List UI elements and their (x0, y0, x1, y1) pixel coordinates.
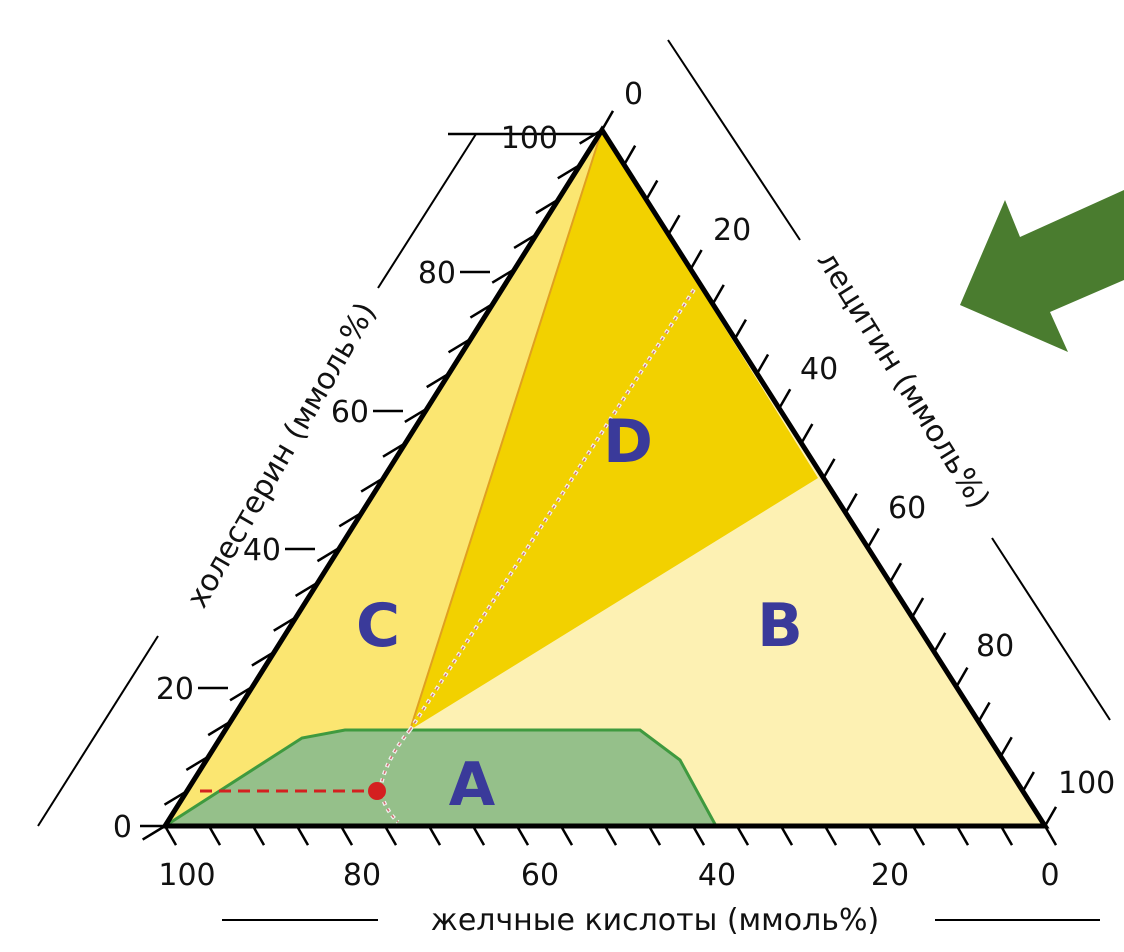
tick-mark (711, 284, 725, 305)
tick-mark (623, 145, 637, 166)
tick-mark (207, 720, 232, 737)
left-tick-label: 20 (156, 672, 194, 707)
tick-mark (645, 179, 659, 201)
tick-mark (557, 163, 581, 180)
tick-mark (427, 825, 442, 846)
right-tick-label: 20 (713, 213, 751, 248)
bottom-tick-label: 60 (521, 858, 559, 893)
left-tick-label: 60 (331, 395, 369, 430)
tick-mark (251, 825, 266, 846)
tick-mark (1021, 771, 1035, 792)
tick-mark (691, 825, 706, 846)
composition-marker (368, 782, 386, 800)
tick-mark (778, 388, 792, 410)
bottom-tick-label: 80 (343, 858, 381, 893)
tick-marks (141, 110, 1058, 846)
region-a-label: A (449, 750, 496, 820)
tick-mark (999, 736, 1013, 758)
tick-mark (383, 825, 398, 846)
tick-mark (360, 476, 385, 493)
arrow-icon (960, 190, 1124, 352)
tick-mark (515, 825, 530, 846)
left-tick-label: 80 (418, 256, 456, 291)
tick-mark (822, 458, 836, 479)
tick-mark (229, 685, 254, 702)
tick-mark (600, 110, 615, 131)
tick-mark (426, 372, 450, 389)
tick-mark (867, 825, 882, 846)
tick-mark (251, 650, 275, 667)
region-d-left-edge (409, 129, 603, 731)
tick-mark (207, 825, 222, 846)
bottom-axis: 100 80 60 40 20 0 желчные кислоты (ммоль… (158, 858, 1100, 938)
right-tick-label: 40 (800, 352, 838, 387)
tick-mark (491, 268, 516, 284)
tick-mark (911, 825, 926, 846)
bottom-tick-label: 20 (871, 858, 909, 893)
tick-mark (933, 632, 947, 653)
tick-mark (888, 562, 903, 584)
tick-mark (955, 825, 970, 846)
tick-mark (844, 493, 858, 514)
right-axis-bracket (667, 39, 801, 241)
tick-mark (382, 442, 406, 458)
left-tick-label: 40 (243, 533, 281, 568)
tick-mark (404, 407, 428, 423)
region-d-label: D (603, 407, 653, 477)
tick-mark (735, 825, 750, 846)
tick-mark (578, 128, 603, 145)
left-tick-label: 0 (113, 810, 132, 845)
tick-mark (163, 790, 188, 806)
tick-mark (755, 353, 770, 375)
bottom-axis-title: желчные кислоты (ммоль%) (431, 903, 879, 938)
tick-mark (338, 511, 363, 528)
tick-mark (141, 824, 166, 841)
tick-mark (823, 825, 838, 846)
right-tick-label: 0 (624, 77, 643, 112)
tick-mark (513, 233, 538, 249)
right-tick-label: 60 (888, 491, 926, 526)
tick-mark (273, 616, 297, 632)
tick-mark (471, 825, 486, 846)
left-tick-label: 100 (501, 121, 558, 156)
bottom-tick-label: 100 (158, 858, 215, 893)
tick-mark (999, 825, 1014, 846)
tick-mark (911, 597, 925, 618)
tick-mark (779, 825, 794, 846)
tick-mark (339, 825, 354, 846)
tick-mark (185, 755, 210, 771)
tick-mark (295, 825, 310, 846)
bottom-tick-label: 40 (698, 858, 736, 893)
tick-mark (866, 527, 880, 549)
region-d-area (410, 130, 818, 730)
tick-mark (294, 581, 319, 597)
left-axis-bracket (37, 635, 159, 827)
tick-mark (469, 302, 494, 319)
tick-mark (603, 825, 618, 846)
tick-mark (689, 249, 703, 270)
tick-mark (163, 825, 178, 846)
tick-mark (1043, 806, 1058, 827)
tick-mark (1043, 825, 1058, 846)
tick-mark (955, 667, 969, 688)
tick-mark (559, 825, 574, 846)
bottom-tick-label: 0 (1040, 858, 1059, 893)
region-b-label: B (757, 591, 803, 661)
region-c-label: C (356, 591, 400, 661)
tick-mark (977, 701, 991, 723)
tick-mark (647, 825, 662, 846)
right-tick-label: 100 (1058, 766, 1115, 801)
tick-mark (535, 198, 559, 215)
right-axis-bracket (991, 537, 1111, 721)
right-tick-label: 80 (976, 629, 1014, 664)
tick-mark (447, 337, 472, 354)
left-axis-bracket (377, 133, 477, 289)
tick-mark (667, 214, 681, 236)
tick-mark (733, 319, 747, 340)
tick-mark (316, 546, 341, 563)
tick-mark (800, 423, 814, 444)
